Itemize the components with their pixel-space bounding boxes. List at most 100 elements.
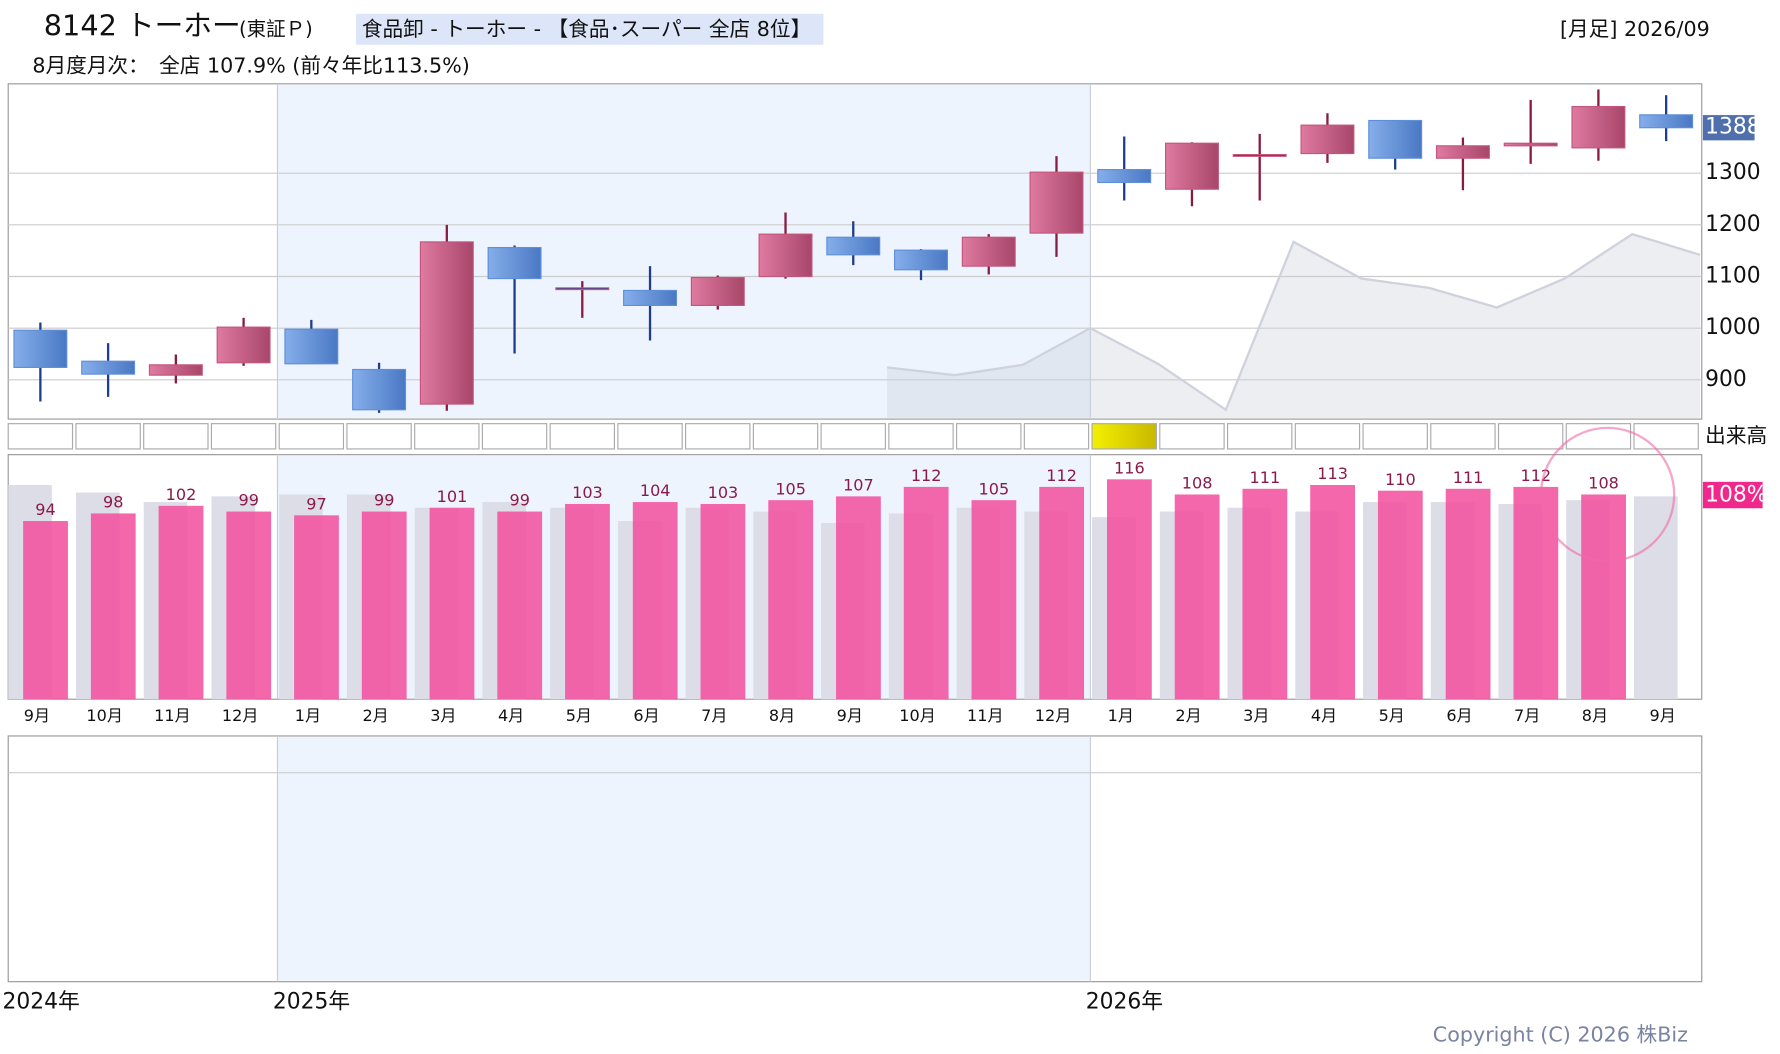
bar-value-label: 98 bbox=[103, 493, 123, 512]
x-tick-label: 5月 bbox=[1379, 706, 1405, 725]
candle-body bbox=[81, 360, 136, 375]
volume-box bbox=[210, 423, 277, 450]
y-tick-label: 1300 bbox=[1705, 160, 1760, 185]
volume-box bbox=[278, 423, 345, 450]
x-tick-label: 3月 bbox=[1243, 706, 1269, 725]
sector-bg bbox=[356, 13, 824, 45]
bar bbox=[23, 521, 68, 700]
bar bbox=[836, 496, 881, 700]
x-tick-label: 1月 bbox=[1108, 706, 1134, 725]
bar bbox=[1174, 494, 1220, 700]
volume-box bbox=[1633, 423, 1699, 450]
candle-body bbox=[690, 276, 745, 307]
candle-body bbox=[1300, 124, 1355, 155]
last-value-label: 108% bbox=[1705, 483, 1767, 508]
x-tick-label: 12月 bbox=[222, 706, 259, 725]
x-tick-label: 6月 bbox=[633, 706, 659, 725]
bar-value-label: 94 bbox=[35, 500, 55, 519]
x-tick-label: 4月 bbox=[498, 706, 524, 725]
bar bbox=[768, 500, 814, 700]
candle-body bbox=[148, 364, 203, 376]
monthly-note: 8月度月次： 全店 107.9% (前々年比113.5%) bbox=[32, 54, 469, 78]
bar bbox=[1377, 490, 1423, 700]
volume-box bbox=[143, 423, 209, 450]
candle-body bbox=[894, 249, 948, 271]
bar-value-label: 99 bbox=[374, 491, 394, 510]
bar bbox=[361, 511, 407, 700]
bar-value-label: 108 bbox=[1182, 474, 1213, 493]
bar-value-label: 110 bbox=[1385, 470, 1416, 489]
x-tick-label: 2月 bbox=[1175, 706, 1201, 725]
bar bbox=[632, 502, 678, 700]
bar-value-label: 111 bbox=[1250, 468, 1281, 487]
x-tick-label: 9月 bbox=[837, 706, 863, 725]
volume-box bbox=[481, 423, 548, 450]
market: (東証Ｐ) bbox=[239, 17, 313, 40]
volume-box bbox=[888, 423, 954, 450]
volume-box bbox=[1091, 423, 1157, 450]
volume-box bbox=[1430, 423, 1496, 450]
year-shade bbox=[277, 455, 1091, 699]
bar bbox=[903, 486, 949, 700]
year-label: 2025年 bbox=[273, 989, 350, 1014]
x-tick-label: 8月 bbox=[769, 706, 795, 725]
x-tick-label: 10月 bbox=[899, 706, 936, 725]
y-tick-label: 900 bbox=[1705, 367, 1747, 392]
bar-value-label: 103 bbox=[708, 483, 739, 502]
volume-box bbox=[1294, 423, 1361, 450]
bar bbox=[497, 511, 543, 700]
candle-body bbox=[758, 233, 813, 278]
candle-body bbox=[487, 246, 542, 280]
candle-body bbox=[419, 241, 474, 405]
volume-box bbox=[7, 423, 74, 450]
candle-body bbox=[216, 326, 271, 364]
x-tick-label: 2月 bbox=[362, 706, 388, 725]
x-tick-label: 6月 bbox=[1446, 706, 1472, 725]
bar bbox=[226, 511, 272, 700]
bar bbox=[1039, 486, 1085, 700]
x-tick-label: 11月 bbox=[967, 706, 1004, 725]
bar-value-label: 102 bbox=[166, 485, 197, 504]
volume-box bbox=[617, 423, 683, 450]
y-tick-label: 1100 bbox=[1705, 263, 1760, 288]
x-tick-label: 8月 bbox=[1582, 706, 1608, 725]
volume-box bbox=[1497, 423, 1564, 450]
last-price-label: 1388 bbox=[1705, 115, 1760, 140]
bar-value-label: 111 bbox=[1453, 468, 1484, 487]
volume-box bbox=[1362, 423, 1428, 450]
comparison-area bbox=[887, 234, 1701, 418]
candle-body bbox=[623, 289, 678, 307]
candle-body bbox=[352, 368, 407, 411]
period: [月足] 2026/09 bbox=[1560, 17, 1710, 41]
copyright: Copyright (C) 2026 株Biz bbox=[1433, 1023, 1688, 1047]
x-tick-label: 1月 bbox=[295, 706, 321, 725]
bar bbox=[1634, 496, 1678, 700]
year-shade bbox=[277, 737, 1091, 981]
highlight-circle bbox=[1539, 426, 1676, 563]
bar-value-label: 112 bbox=[1046, 466, 1077, 485]
y-tick-label: 1000 bbox=[1705, 315, 1760, 340]
year-label: 2024年 bbox=[2, 989, 79, 1014]
bar-value-label: 97 bbox=[306, 494, 326, 513]
candle-body bbox=[1639, 114, 1694, 129]
candle-body bbox=[1097, 168, 1152, 184]
candle-body bbox=[961, 236, 1016, 267]
x-tick-label: 7月 bbox=[1514, 706, 1540, 725]
bar bbox=[294, 515, 339, 700]
bar bbox=[158, 505, 204, 700]
volume-box bbox=[685, 423, 751, 450]
x-tick-label: 9月 bbox=[1650, 706, 1676, 725]
candle-body bbox=[1232, 154, 1287, 157]
y-tick-label: 1200 bbox=[1705, 212, 1760, 237]
bar-value-label: 116 bbox=[1114, 458, 1145, 477]
bar bbox=[1242, 488, 1288, 700]
x-tick-label: 7月 bbox=[701, 706, 727, 725]
volume-box bbox=[1226, 423, 1293, 450]
bar-value-label: 103 bbox=[572, 483, 603, 502]
x-tick-label: 5月 bbox=[566, 706, 592, 725]
candle-body bbox=[13, 329, 68, 368]
volume-box bbox=[956, 423, 1022, 450]
bar-value-label: 113 bbox=[1317, 464, 1348, 483]
bar-value-label: 104 bbox=[640, 481, 671, 500]
